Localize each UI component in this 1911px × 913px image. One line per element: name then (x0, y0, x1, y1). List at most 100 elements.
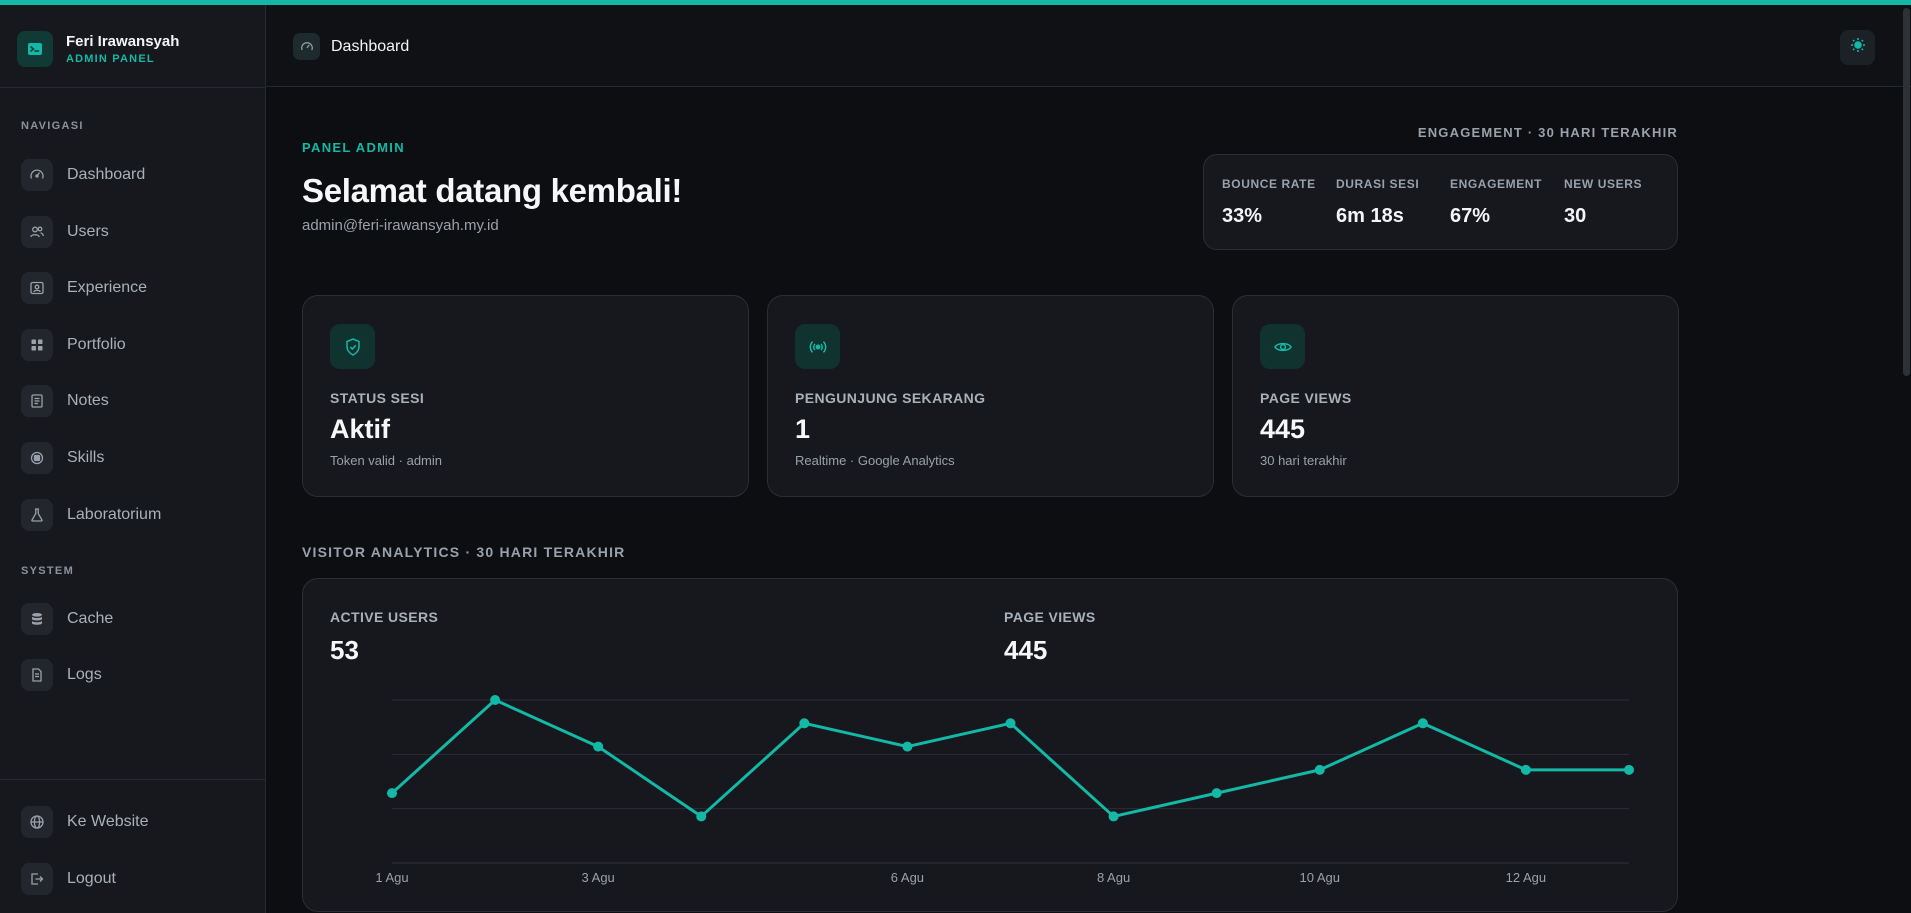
sun-icon (1850, 37, 1866, 58)
chart-x-tick-label: 1 Agu (375, 870, 408, 885)
engagement-stat-engagement: ENGAGEMENT 67% (1450, 177, 1542, 228)
terminal-icon (17, 31, 53, 67)
sidebar-item-users[interactable]: Users (21, 215, 251, 249)
chart-x-tick-label: 8 Agu (1097, 870, 1130, 885)
section-label-system: SYSTEM (21, 565, 75, 577)
section-label-navigasi: NAVIGASI (21, 120, 84, 132)
sidebar-item-website[interactable]: Ke Website (21, 805, 251, 839)
sidebar-item-logs[interactable]: Logs (21, 658, 251, 692)
hero-eyebrow: PANEL ADMIN (302, 140, 405, 155)
sidebar-item-logout[interactable]: Logout (21, 862, 251, 896)
stat-value: 30 (1564, 205, 1587, 227)
sidebar-item-portfolio[interactable]: Portfolio (21, 328, 251, 362)
sidebar-item-experience[interactable]: Experience (21, 271, 251, 305)
breadcrumb-label: Dashboard (331, 37, 410, 55)
page-scrollbar[interactable] (1903, 8, 1910, 376)
card-value: Aktif (330, 414, 390, 444)
sidebar-item-label: Logout (67, 870, 116, 887)
chart-x-tick-label: 10 Agu (1300, 870, 1341, 885)
brand-name: Feri Irawansyah (66, 33, 180, 50)
top-bar: Dashboard (266, 5, 1911, 87)
breadcrumb: Dashboard (293, 33, 409, 60)
card-note: Token valid · admin (330, 453, 442, 468)
sidebar-item-label: Portfolio (67, 336, 126, 353)
metric-page-views: PAGE VIEWS 445 (1004, 609, 1096, 666)
chart-point (1211, 788, 1222, 799)
users-icon (21, 216, 53, 248)
chip-icon (21, 442, 53, 474)
chart-point (593, 741, 604, 752)
gauge-icon (293, 33, 320, 60)
sidebar-item-laboratorium[interactable]: Laboratorium (21, 498, 251, 532)
chart-x-tick-label: 3 Agu (582, 870, 615, 885)
sidebar: Feri Irawansyah ADMIN PANEL NAVIGASI Das… (0, 5, 266, 913)
engagement-title: ENGAGEMENT · 30 HARI TERAKHIR (1417, 125, 1678, 140)
metric-value: 445 (1004, 635, 1048, 665)
card-note: Realtime · Google Analytics (795, 453, 955, 468)
broadcast-icon (795, 324, 840, 369)
sidebar-item-label: Laboratorium (67, 506, 162, 523)
globe-icon (21, 806, 53, 838)
sidebar-divider (0, 779, 265, 780)
card-current-visitors: PENGUNJUNG SEKARANG 1 Realtime · Google … (767, 295, 1214, 497)
chart-point (387, 788, 397, 799)
chart-point (490, 695, 501, 705)
sidebar-item-dashboard[interactable]: Dashboard (21, 158, 251, 192)
shield-check-icon (330, 324, 375, 369)
stat-value: 33% (1222, 205, 1263, 227)
sidebar-divider (0, 87, 265, 88)
brand[interactable]: Feri Irawansyah ADMIN PANEL (17, 29, 257, 69)
sidebar-item-skills[interactable]: Skills (21, 441, 251, 475)
chart-point (902, 741, 913, 752)
metric-active-users: ACTIVE USERS 53 (330, 609, 438, 666)
gauge-icon (21, 159, 53, 191)
chart-point (1108, 811, 1119, 822)
chart-x-tick-label: 12 Agu (1506, 870, 1547, 885)
card-label: PENGUNJUNG SEKARANG (795, 390, 986, 406)
database-icon (21, 603, 53, 635)
card-label: STATUS SESI (330, 390, 425, 406)
grid-icon (21, 329, 53, 361)
card-session-status: STATUS SESI Aktif Token valid · admin (302, 295, 749, 497)
sidebar-item-label: Notes (67, 392, 109, 409)
card-page-views: PAGE VIEWS 445 30 hari terakhir (1232, 295, 1679, 497)
chart-x-tick-label: 6 Agu (891, 870, 924, 885)
top-accent-bar (0, 0, 1911, 5)
sidebar-item-label: Experience (67, 279, 148, 296)
stat-label: BOUNCE RATE (1222, 177, 1316, 191)
metric-label: ACTIVE USERS (330, 609, 439, 625)
engagement-stat-new-users: NEW USERS 30 (1564, 177, 1642, 228)
stat-value: 6m 18s (1336, 205, 1404, 227)
metric-value: 53 (330, 635, 359, 665)
sidebar-item-label: Logs (67, 666, 102, 683)
engagement-stat-session-duration: DURASI SESI 6m 18s (1336, 177, 1419, 228)
chart-series-line (390, 698, 1629, 818)
sidebar-item-notes[interactable]: Notes (21, 384, 251, 418)
eye-icon (1260, 324, 1305, 369)
theme-toggle-button[interactable] (1840, 30, 1875, 65)
chart-point (696, 811, 707, 822)
analytics-card: ACTIVE USERS 53 PAGE VIEWS 445 1 Agu 3 Ag… (302, 578, 1678, 912)
sidebar-item-label: Cache (67, 610, 114, 627)
notes-icon (21, 385, 53, 417)
stat-label: NEW USERS (1564, 177, 1643, 191)
page-title: Selamat datang kembali! (302, 172, 683, 209)
analytics-title: VISITOR ANALYTICS · 30 HARI TERAKHIR (302, 544, 626, 560)
card-note: 30 hari terakhir (1260, 453, 1347, 468)
logout-icon (21, 863, 53, 895)
card-value: 445 (1260, 414, 1306, 444)
sidebar-item-label: Skills (67, 449, 105, 466)
chart-point (1417, 718, 1428, 729)
brand-subtitle: ADMIN PANEL (66, 53, 155, 65)
metric-label: PAGE VIEWS (1004, 609, 1096, 625)
visitor-line-chart: 1 Agu 3 Agu 6 Agu 8 Agu 10 Agu 12 Agu (375, 695, 1634, 885)
chart-point (1520, 764, 1531, 775)
sidebar-item-label: Users (67, 223, 109, 240)
file-icon (21, 659, 53, 691)
sidebar-item-cache[interactable]: Cache (21, 602, 251, 636)
card-value: 1 (795, 414, 811, 444)
stat-value: 67% (1450, 205, 1491, 227)
chart-point (1005, 718, 1016, 729)
stat-label: DURASI SESI (1336, 177, 1420, 191)
flask-icon (21, 499, 53, 531)
